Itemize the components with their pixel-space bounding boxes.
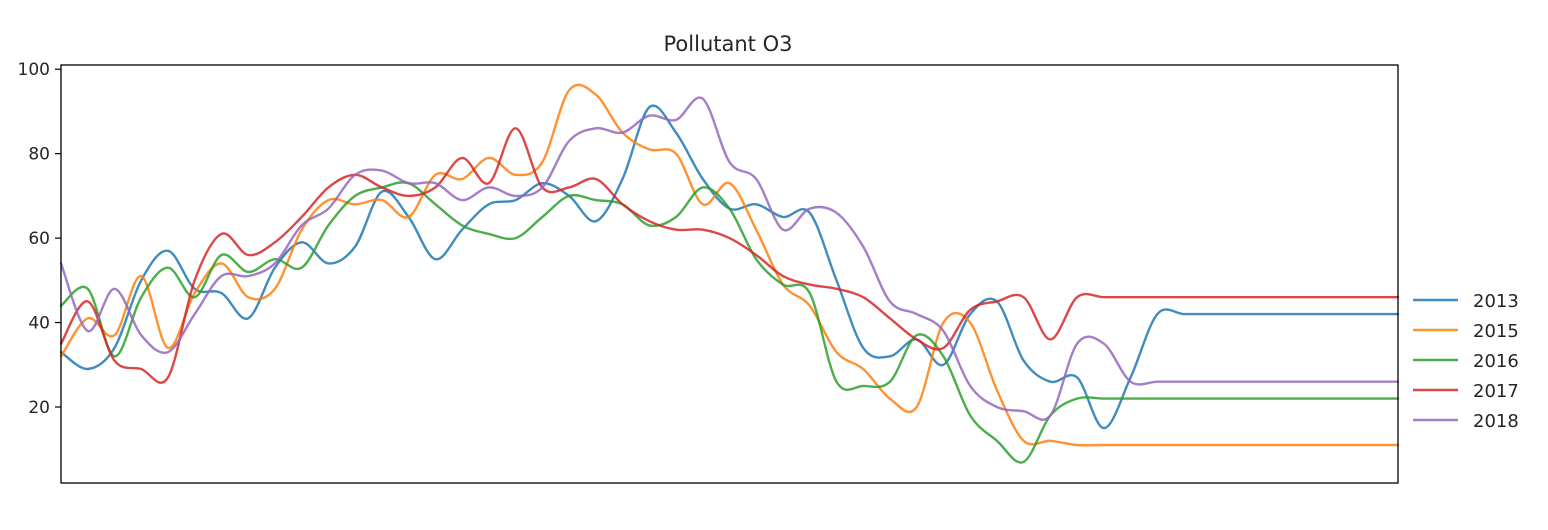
legend-item-2016: 2016 — [1413, 351, 1519, 372]
legend-label: 2015 — [1473, 321, 1519, 342]
series-line-2017 — [59, 127, 1400, 384]
legend-item-2018: 2018 — [1413, 411, 1519, 432]
legend-item-2013: 2013 — [1413, 291, 1519, 312]
legend-item-2015: 2015 — [1413, 321, 1519, 342]
chart-title: Pollutant O3 — [664, 32, 793, 56]
y-tick-label: 40 — [28, 314, 50, 334]
y-tick-label: 100 — [18, 60, 50, 80]
y-tick-label: 60 — [28, 229, 50, 249]
legend-label: 2017 — [1473, 381, 1519, 402]
legend-label: 2013 — [1473, 291, 1519, 312]
legend-item-2017: 2017 — [1413, 381, 1519, 402]
series-line-2015 — [59, 83, 1400, 447]
legend: 2013 2015 2016 2017 2018 — [1413, 291, 1519, 432]
series-line-2016 — [59, 181, 1400, 464]
y-tick-label: 80 — [28, 145, 50, 165]
y-axis: 20 40 60 80 100 — [18, 60, 61, 418]
legend-label: 2018 — [1473, 411, 1519, 432]
series-layer — [59, 83, 1400, 464]
legend-label: 2016 — [1473, 351, 1519, 372]
y-tick-label: 20 — [28, 398, 50, 418]
series-line-2018 — [59, 96, 1400, 421]
plot-frame — [60, 64, 1399, 484]
